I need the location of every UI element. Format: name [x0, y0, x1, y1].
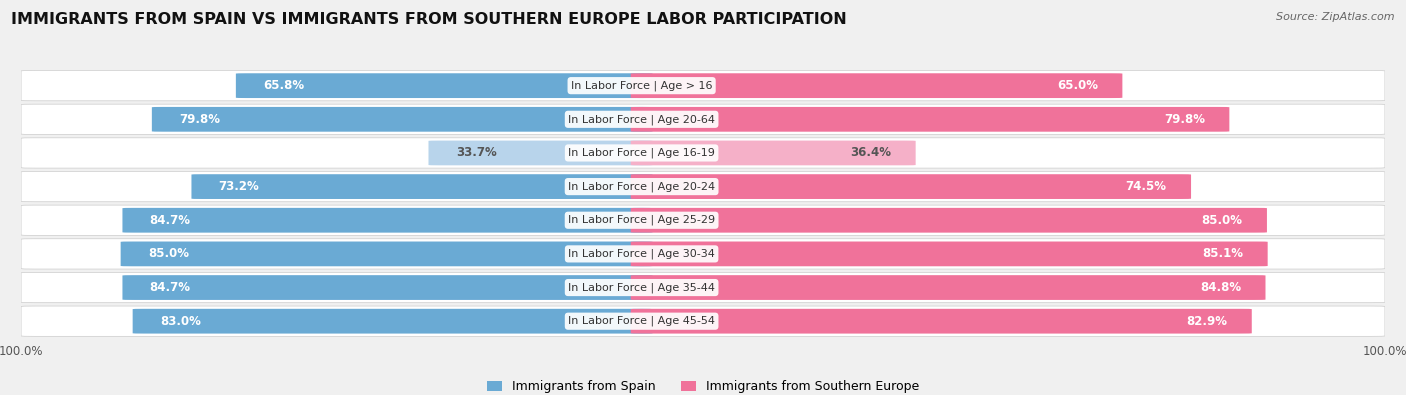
FancyBboxPatch shape — [236, 73, 652, 98]
Text: 36.4%: 36.4% — [851, 147, 891, 160]
FancyBboxPatch shape — [132, 309, 652, 333]
FancyBboxPatch shape — [122, 208, 652, 233]
Text: 33.7%: 33.7% — [456, 147, 496, 160]
FancyBboxPatch shape — [152, 107, 652, 132]
Text: 79.8%: 79.8% — [179, 113, 221, 126]
Text: 85.0%: 85.0% — [148, 247, 188, 260]
Text: 65.8%: 65.8% — [263, 79, 304, 92]
FancyBboxPatch shape — [631, 73, 1122, 98]
FancyBboxPatch shape — [631, 309, 1251, 333]
FancyBboxPatch shape — [631, 141, 915, 166]
FancyBboxPatch shape — [631, 241, 1268, 266]
FancyBboxPatch shape — [21, 71, 1385, 101]
FancyBboxPatch shape — [21, 205, 1385, 235]
Text: In Labor Force | Age 35-44: In Labor Force | Age 35-44 — [568, 282, 716, 293]
Text: 65.0%: 65.0% — [1057, 79, 1098, 92]
Text: 84.8%: 84.8% — [1199, 281, 1241, 294]
FancyBboxPatch shape — [429, 141, 652, 166]
Text: In Labor Force | Age 30-34: In Labor Force | Age 30-34 — [568, 248, 716, 259]
FancyBboxPatch shape — [21, 273, 1385, 303]
FancyBboxPatch shape — [21, 138, 1385, 168]
Text: 73.2%: 73.2% — [219, 180, 260, 193]
Text: 84.7%: 84.7% — [149, 281, 191, 294]
FancyBboxPatch shape — [21, 306, 1385, 336]
Text: 83.0%: 83.0% — [160, 315, 201, 328]
Text: 85.1%: 85.1% — [1202, 247, 1243, 260]
Text: 74.5%: 74.5% — [1125, 180, 1167, 193]
Text: In Labor Force | Age 25-29: In Labor Force | Age 25-29 — [568, 215, 716, 226]
Text: IMMIGRANTS FROM SPAIN VS IMMIGRANTS FROM SOUTHERN EUROPE LABOR PARTICIPATION: IMMIGRANTS FROM SPAIN VS IMMIGRANTS FROM… — [11, 12, 846, 27]
FancyBboxPatch shape — [21, 239, 1385, 269]
FancyBboxPatch shape — [631, 107, 1229, 132]
Text: In Labor Force | Age 20-24: In Labor Force | Age 20-24 — [568, 181, 716, 192]
FancyBboxPatch shape — [21, 104, 1385, 134]
Text: In Labor Force | Age 20-64: In Labor Force | Age 20-64 — [568, 114, 716, 124]
Text: Source: ZipAtlas.com: Source: ZipAtlas.com — [1277, 12, 1395, 22]
FancyBboxPatch shape — [122, 275, 652, 300]
FancyBboxPatch shape — [191, 174, 652, 199]
Legend: Immigrants from Spain, Immigrants from Southern Europe: Immigrants from Spain, Immigrants from S… — [486, 380, 920, 393]
FancyBboxPatch shape — [631, 208, 1267, 233]
FancyBboxPatch shape — [121, 241, 652, 266]
FancyBboxPatch shape — [631, 174, 1191, 199]
Text: 84.7%: 84.7% — [149, 214, 191, 227]
Text: In Labor Force | Age 16-19: In Labor Force | Age 16-19 — [568, 148, 716, 158]
FancyBboxPatch shape — [21, 171, 1385, 202]
Text: 82.9%: 82.9% — [1187, 315, 1227, 328]
Text: In Labor Force | Age > 16: In Labor Force | Age > 16 — [571, 81, 713, 91]
Text: 85.0%: 85.0% — [1201, 214, 1243, 227]
FancyBboxPatch shape — [631, 275, 1265, 300]
Text: 79.8%: 79.8% — [1164, 113, 1205, 126]
Text: In Labor Force | Age 45-54: In Labor Force | Age 45-54 — [568, 316, 716, 326]
